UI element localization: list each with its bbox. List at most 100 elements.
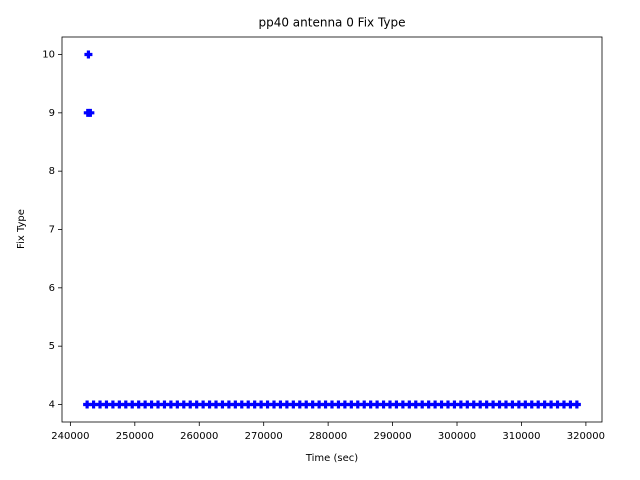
data-point: [83, 400, 92, 409]
data-point: [514, 400, 523, 409]
data-point: [366, 400, 375, 409]
data-point: [263, 400, 272, 409]
data-point: [134, 400, 143, 409]
data-point: [418, 400, 427, 409]
data-point: [424, 400, 433, 409]
y-axis-label: Fix Type: [16, 209, 27, 249]
data-point: [521, 400, 530, 409]
data-point: [250, 400, 259, 409]
data-point: [89, 400, 98, 409]
data-point: [212, 400, 221, 409]
data-point: [308, 400, 317, 409]
x-tick-label: 280000: [309, 431, 347, 442]
data-point: [373, 400, 382, 409]
data-point: [96, 400, 105, 409]
data-point: [173, 400, 182, 409]
x-tick-label: 320000: [567, 431, 605, 442]
data-point: [360, 400, 369, 409]
x-tick-label: 270000: [245, 431, 283, 442]
y-tick-label: 5: [49, 341, 55, 352]
data-point: [289, 400, 298, 409]
data-point: [237, 400, 246, 409]
data-point: [128, 400, 137, 409]
data-point: [482, 400, 491, 409]
y-tick-label: 7: [49, 225, 55, 236]
x-axis-label: Time (sec): [305, 453, 358, 464]
data-point: [186, 400, 195, 409]
y-tick-label: 4: [49, 400, 55, 411]
data-point: [527, 400, 536, 409]
x-tick-label: 260000: [180, 431, 218, 442]
data-point: [347, 400, 356, 409]
data-point: [84, 50, 93, 59]
data-point: [476, 400, 485, 409]
data-point: [411, 400, 420, 409]
data-point: [340, 400, 349, 409]
data-point: [508, 400, 517, 409]
x-tick-label: 250000: [116, 431, 154, 442]
data-point: [108, 400, 117, 409]
data-point: [321, 400, 330, 409]
data-point: [218, 400, 227, 409]
data-point: [566, 400, 575, 409]
data-point: [328, 400, 336, 409]
data-point: [160, 400, 169, 409]
data-point: [179, 400, 188, 409]
data-point: [398, 400, 407, 409]
data-point: [224, 400, 233, 409]
data-point: [572, 400, 581, 409]
x-tick-label: 240000: [51, 431, 89, 442]
y-tick-label: 6: [49, 283, 55, 294]
data-point: [405, 400, 414, 409]
data-point: [86, 108, 95, 117]
data-point: [437, 400, 446, 409]
data-point: [121, 400, 130, 409]
data-point: [443, 400, 452, 409]
data-point: [534, 400, 543, 409]
data-point: [489, 400, 498, 409]
data-point: [166, 400, 175, 409]
data-point: [495, 400, 504, 409]
y-tick-label: 8: [49, 166, 55, 177]
data-point: [205, 400, 214, 409]
data-point: [431, 400, 440, 409]
data-point: [469, 400, 478, 409]
data-point: [282, 400, 291, 409]
data-point: [154, 400, 163, 409]
data-point: [315, 400, 324, 409]
data-point: [270, 400, 279, 409]
data-point: [379, 400, 388, 409]
data-point: [192, 400, 201, 409]
data-point: [231, 400, 240, 409]
data-point: [392, 400, 401, 409]
data-point: [141, 400, 150, 409]
data-point: [353, 400, 362, 409]
data-point: [334, 400, 343, 409]
y-tick-label: 9: [49, 108, 55, 119]
plot-frame: [61, 36, 603, 423]
data-point: [385, 400, 394, 409]
data-point: [147, 400, 156, 409]
data-point: [501, 400, 510, 409]
data-point: [295, 400, 304, 409]
data-point: [257, 400, 266, 409]
data-point: [450, 400, 459, 409]
data-point: [540, 400, 549, 409]
data-point: [115, 400, 124, 409]
data-point: [199, 400, 208, 409]
data-point: [302, 400, 311, 409]
data-point: [276, 400, 285, 409]
data-point: [559, 400, 568, 409]
data-point: [456, 400, 465, 409]
data-point: [463, 400, 472, 409]
data-point: [102, 400, 111, 409]
x-tick-label: 300000: [438, 431, 476, 442]
data-point: [553, 400, 562, 409]
data-point: [547, 400, 556, 409]
chart-title: pp40 antenna 0 Fix Type: [258, 16, 405, 30]
y-tick-label: 10: [42, 50, 55, 61]
x-tick-label: 310000: [502, 431, 540, 442]
data-point: [244, 400, 253, 409]
x-tick-label: 290000: [373, 431, 411, 442]
